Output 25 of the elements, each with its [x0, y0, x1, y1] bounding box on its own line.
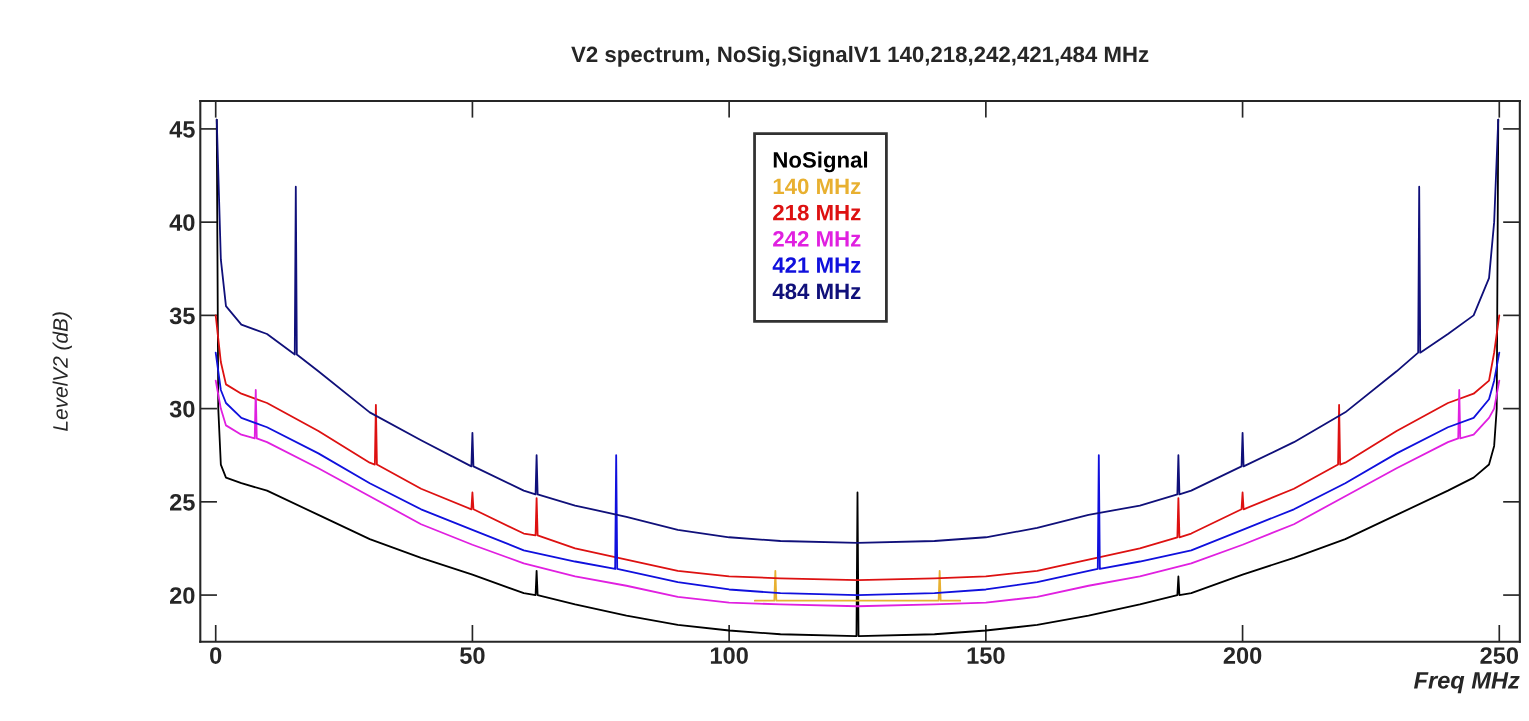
line-series [215, 118, 1500, 544]
y-axis-title: LevelV2 (dB) [52, 312, 72, 431]
text: 242 MHz [773, 230, 861, 247]
chart-title: V2 spectrum, NoSig,SignalV1 140,218,242,421,484 MHz [571, 45, 1149, 67]
line-series [214, 379, 1501, 608]
line-series [214, 314, 1501, 582]
x-tick-label: 0 [210, 647, 222, 664]
x-axis-title: Freq MHz [1414, 672, 1520, 694]
y-tick-label: 30 [169, 400, 195, 418]
x-tick-label: 50 [460, 647, 485, 664]
y-tick-label: 25 [170, 493, 195, 511]
x-tick-label: 150 [967, 647, 1005, 664]
y-tick-label: 45 [169, 121, 195, 138]
text: 218 MHz [773, 204, 861, 221]
x-tick-label: 250 [1480, 647, 1519, 664]
x-tick-label: 100 [710, 647, 748, 664]
y-tick-label: 40 [169, 214, 195, 231]
text: 140 MHz [773, 178, 861, 195]
y-tick-label: 35 [169, 307, 195, 325]
text: NoSignal [773, 151, 868, 173]
text: 421 MHz [772, 257, 861, 273]
y-tick-label: 20 [170, 587, 195, 604]
x-tick-label: 200 [1223, 647, 1262, 664]
text: 484 MHz [772, 283, 861, 300]
line-series [214, 351, 1501, 596]
